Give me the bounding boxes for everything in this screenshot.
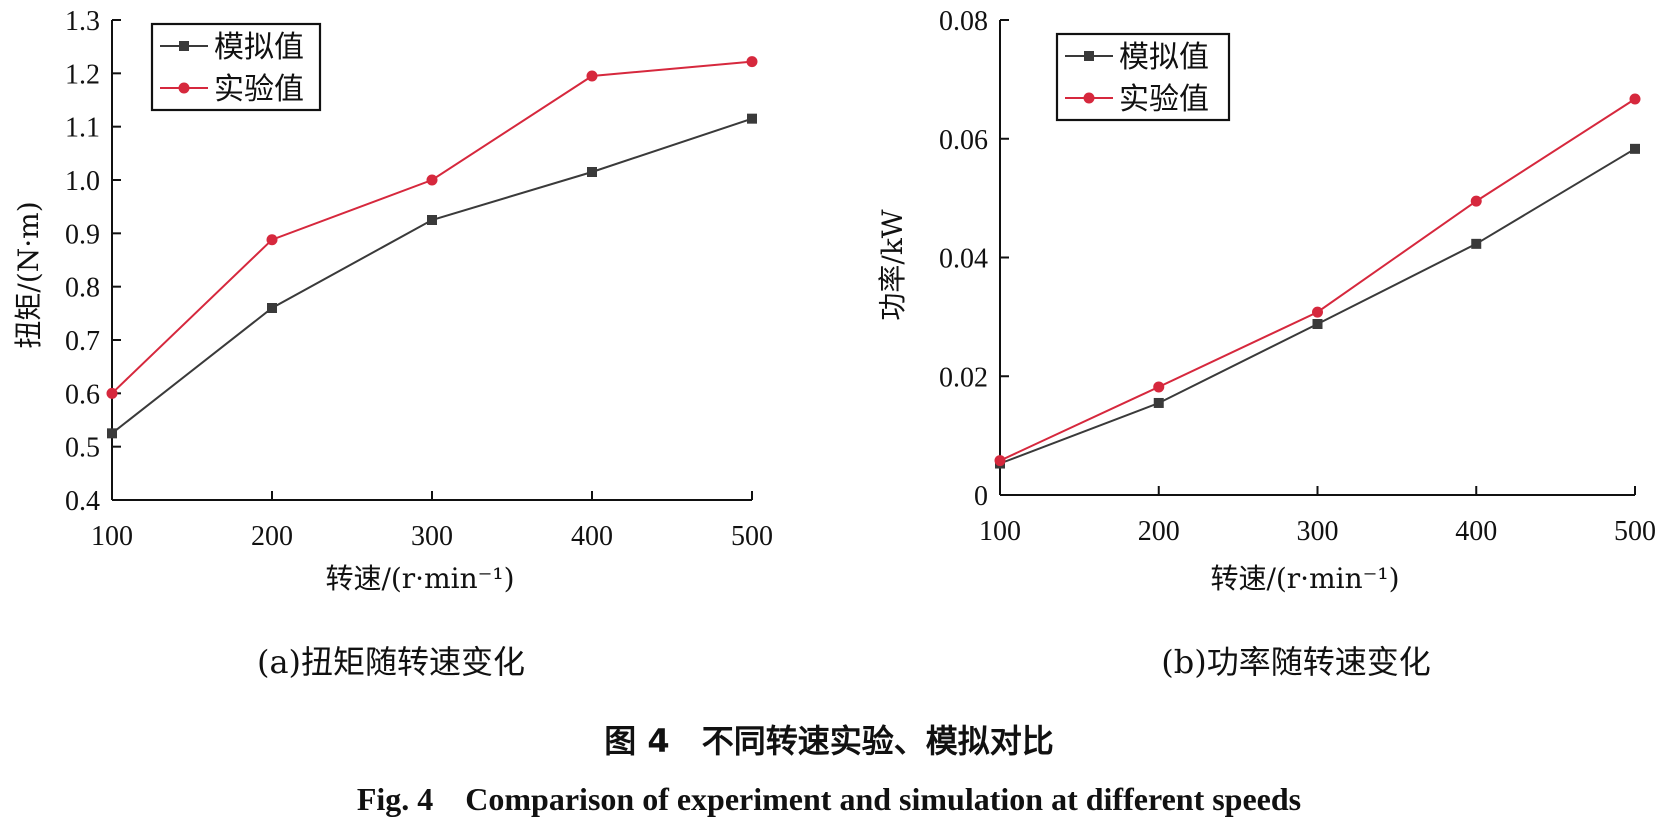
chart-panel-b: 0 0.02 0.04 0.06 0.08 100 200 300 400 500 转速/(r·mi… [876,6,1656,681]
y-tick-label: 0.4 [65,486,100,517]
x-axis-title: 转速/(r·min⁻¹) [325,562,514,595]
subcaption: (a)扭矩随转速变化 [257,643,525,681]
chart-panel-a: 0.4 0.5 0.6 0.7 0.8 0.9 1.0 1.1 1.2 1.3 100 200 300 4… [12,6,773,681]
legend-marker-circle [1083,92,1095,104]
data-point-experiment [746,56,758,68]
subcaption: (b)功率随转速变化 [1161,643,1430,681]
y-tick-label: 1.0 [65,166,100,197]
y-tick-label: 1.3 [65,6,100,37]
y-tick-label: 0.9 [65,219,100,250]
figure-caption-en: Fig. 4 Comparison of experiment and simu… [357,781,1301,817]
legend-marker-circle [178,82,190,94]
data-point-experiment [426,174,438,186]
y-tick-label: 0.08 [939,6,988,37]
series-line-simulation [111,117,753,435]
x-tick-label: 300 [1297,516,1339,547]
legend-label: 模拟值 [214,30,304,65]
x-axis-title: 转速/(r·min⁻¹) [1210,562,1399,595]
x-tick-label: 100 [91,521,133,552]
x-tick-label: 400 [571,521,613,552]
y-tick-label: 1.1 [65,113,100,144]
y-tick-label: 0.8 [65,273,100,304]
series-line-experiment [999,98,1636,462]
legend-label: 模拟值 [1119,40,1209,75]
x-tick-label: 100 [979,516,1021,547]
y-tick-label: 0.04 [939,244,988,275]
data-point-simulation [1153,397,1164,408]
y-tick-label: 0 [974,481,988,512]
data-point-simulation [107,428,117,439]
figure-caption-cn: 图 4 不同转速实验、模拟对比 [604,722,1053,760]
data-point-experiment [1312,306,1323,318]
x-tick-label: 200 [251,521,293,552]
y-tick-label: 0.5 [65,433,100,464]
data-point-experiment [1470,195,1482,207]
data-point-simulation [267,303,277,313]
y-tick-label: 0.02 [939,362,988,393]
y-axis-title: 功率/kW [876,209,909,320]
x-tick-label: 400 [1455,516,1497,547]
x-tick-label: 500 [1614,516,1656,547]
data-point-experiment [1153,381,1165,393]
data-point-experiment [994,455,1006,467]
data-point-experiment [106,387,118,399]
legend-marker-square [1084,51,1094,61]
data-point-simulation [1312,319,1323,329]
y-tick-label: 1.2 [65,59,100,90]
y-tick-label: 0.06 [939,125,988,156]
data-point-experiment [586,70,598,82]
data-point-simulation [1471,238,1482,249]
data-point-simulation [747,113,757,124]
y-axis-title: 扭矩/(N·m) [12,201,45,348]
data-point-experiment [266,234,278,246]
legend-box [1055,32,1231,122]
legend-box [150,22,322,112]
legend-label: 实验值 [214,72,304,107]
y-tick-label: 0.7 [65,326,100,357]
legend-label: 实验值 [1119,82,1209,117]
y-tick-label: 0.6 [65,379,100,410]
x-tick-label: 500 [731,521,773,552]
x-tick-label: 300 [411,521,453,552]
x-tick-label: 200 [1138,516,1180,547]
data-point-experiment [1629,93,1641,105]
series-line-experiment [111,60,753,395]
data-point-simulation [1630,143,1640,154]
data-point-simulation [587,167,597,177]
legend-marker-square [179,41,189,51]
data-point-simulation [427,215,437,225]
